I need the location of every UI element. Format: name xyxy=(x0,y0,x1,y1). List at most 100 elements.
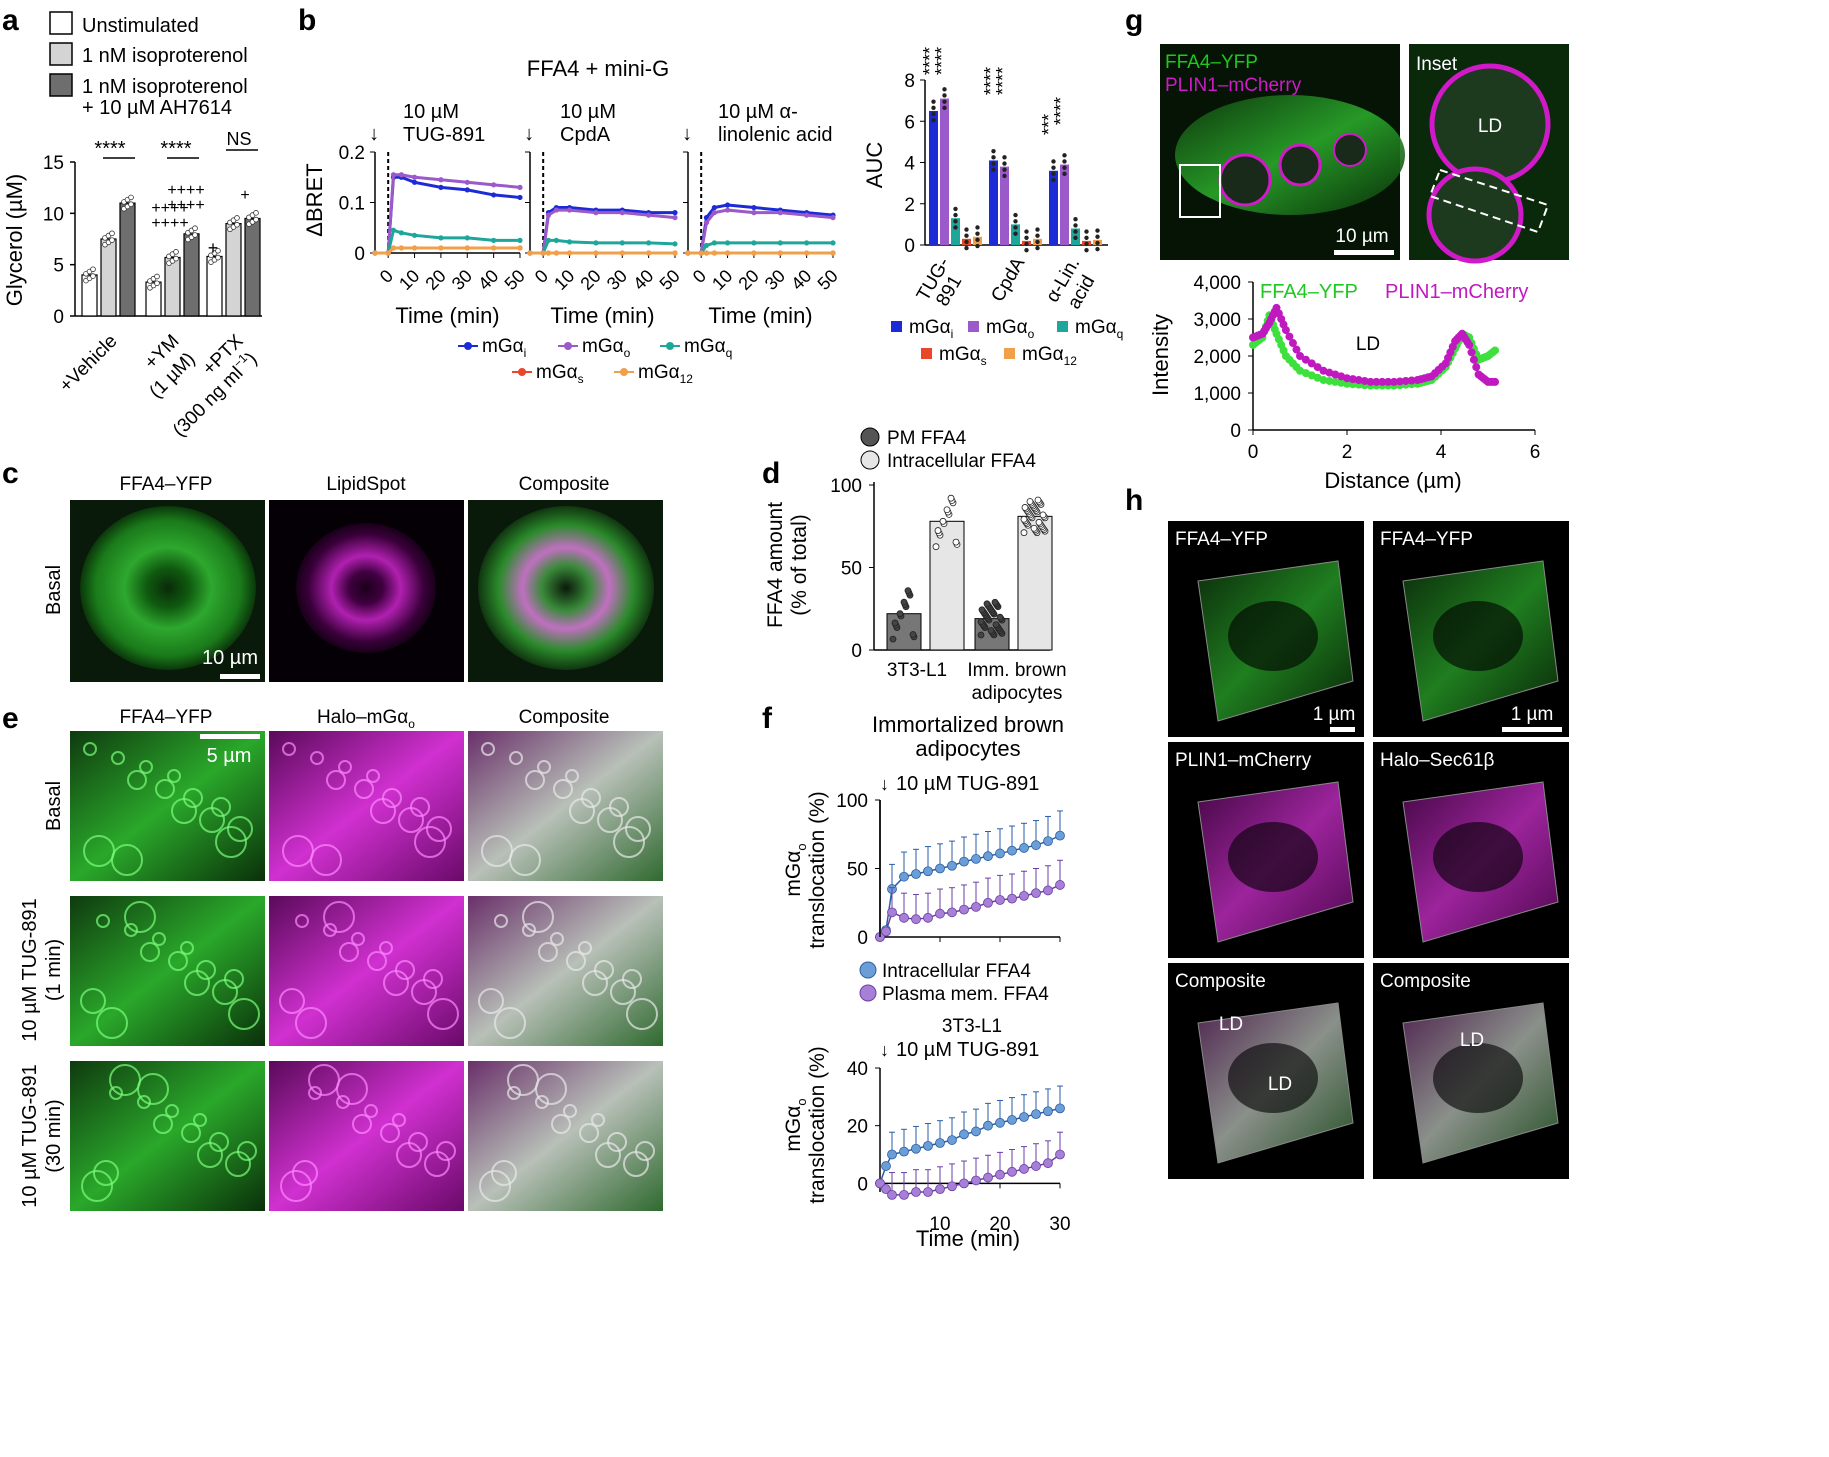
b-point xyxy=(593,250,599,256)
f-point xyxy=(881,926,891,937)
b-point xyxy=(672,241,678,247)
dot-a xyxy=(253,216,259,223)
e-droplet xyxy=(522,923,536,937)
panel-e: e FFA4–YFP Halo–mGαo Composite Basal 10 … xyxy=(2,702,663,1211)
h-micrograph-box xyxy=(1402,560,1559,722)
b-x-tick-label: 20 xyxy=(734,266,762,294)
b-legend-marker xyxy=(464,342,472,350)
b-x-tick-label: 40 xyxy=(474,266,502,294)
e-droplet xyxy=(237,1141,257,1161)
d-dot xyxy=(1021,504,1029,511)
e-droplet xyxy=(366,769,380,783)
e-droplet xyxy=(578,941,592,955)
g-point xyxy=(1292,345,1301,354)
b-point xyxy=(698,250,704,256)
g-point xyxy=(1313,363,1322,372)
g-x-tick-label: 6 xyxy=(1530,442,1541,463)
auc-bar xyxy=(1000,166,1009,245)
auc-legend-swatch xyxy=(921,348,932,359)
b-series-line xyxy=(530,238,676,255)
f-point xyxy=(947,1135,957,1145)
g-legend-ffa4: FFA4–YFP xyxy=(1260,281,1358,303)
e-droplet xyxy=(550,932,564,946)
g-point xyxy=(1343,379,1351,388)
auc-dot xyxy=(1062,165,1067,170)
b-legend-label-main: mGα xyxy=(684,336,726,357)
b-series-line xyxy=(688,208,834,255)
b-point xyxy=(830,240,836,246)
f-y-tick-label: 0 xyxy=(857,928,868,949)
b-point xyxy=(545,237,552,243)
dot-a xyxy=(109,230,115,237)
d-dot xyxy=(991,598,999,606)
b-legend-label-sub: o xyxy=(624,346,631,360)
f-point xyxy=(911,869,921,879)
f-legend-pm: Plasma mem. FFA4 xyxy=(882,984,1049,1005)
h-micrograph-box xyxy=(1402,1002,1559,1164)
dot-a xyxy=(154,273,160,280)
f-point xyxy=(947,1181,957,1192)
auc-dot xyxy=(931,99,936,104)
f-y-tick-label: 50 xyxy=(847,860,868,881)
b-legend-label-sub: 12 xyxy=(680,372,694,386)
b-title: FFA4 + mini-G xyxy=(527,56,669,81)
auc-legend-label: mGαs xyxy=(939,344,987,368)
b-point xyxy=(566,207,573,213)
plus-a-6: + xyxy=(240,187,249,204)
b-legend-label: mGαo xyxy=(582,336,631,360)
b-stim-3b: linolenic acid xyxy=(718,124,833,146)
auc-dot xyxy=(1002,167,1007,172)
panel-letter-g: g xyxy=(1125,4,1143,37)
e-droplet xyxy=(124,901,156,933)
e-droplet xyxy=(509,844,541,876)
h-micrograph-box xyxy=(1197,560,1354,722)
e-droplet xyxy=(181,1123,201,1143)
auc-legend-label: mGαq xyxy=(1075,317,1123,341)
e-droplet xyxy=(93,1160,119,1186)
y-tick-label-a: 5 xyxy=(53,256,64,277)
e-droplet xyxy=(380,1123,400,1143)
f-legend-intra: Intracellular FFA4 xyxy=(882,961,1031,982)
b-x-tick-label: 0 xyxy=(689,266,710,287)
auc-bar xyxy=(1049,170,1058,245)
f-point xyxy=(923,866,933,877)
f-point xyxy=(959,1178,969,1189)
h-ld-1: LD xyxy=(1219,1014,1243,1035)
e-droplet xyxy=(124,923,138,937)
h-ld-hole xyxy=(1433,822,1523,892)
g-y-tick-label: 4,000 xyxy=(1193,273,1241,294)
d-dot xyxy=(909,631,917,638)
auc-dot xyxy=(1013,212,1018,218)
g-point xyxy=(1472,363,1481,372)
plus-a-2: ++++ xyxy=(151,200,188,217)
bar-a xyxy=(206,255,223,317)
b-x-tick-label: 10 xyxy=(550,266,578,294)
auc-dot xyxy=(1084,241,1089,247)
b-legend-label-main: mGα xyxy=(536,362,578,383)
auc-dot xyxy=(964,233,969,238)
f-point xyxy=(947,860,957,871)
e-droplet xyxy=(127,770,147,790)
bar-a xyxy=(119,202,136,317)
h-scale-bar-1 xyxy=(1330,727,1355,732)
b-legend-marker xyxy=(666,342,674,350)
auc-dot xyxy=(1084,235,1089,240)
auc-sig: **** xyxy=(981,67,1001,95)
y-label-b: ΔBRET xyxy=(302,163,327,236)
h-label-3: PLIN1–mCherry xyxy=(1175,750,1312,771)
auc-dot xyxy=(1035,233,1040,238)
auc-dot xyxy=(1051,165,1056,170)
g-point xyxy=(1467,348,1476,357)
b-series-line xyxy=(688,241,833,255)
auc-bar xyxy=(929,110,938,245)
b-legend-label: mGαi xyxy=(482,336,526,360)
b-point xyxy=(553,207,559,213)
auc-dot xyxy=(1073,235,1078,240)
d-dot xyxy=(1030,524,1038,532)
b-x-label: Time (min) xyxy=(708,303,812,328)
b-point xyxy=(711,240,717,246)
b-point xyxy=(438,177,444,183)
e-col-1: FFA4–YFP xyxy=(120,707,213,728)
f-point xyxy=(923,912,933,923)
